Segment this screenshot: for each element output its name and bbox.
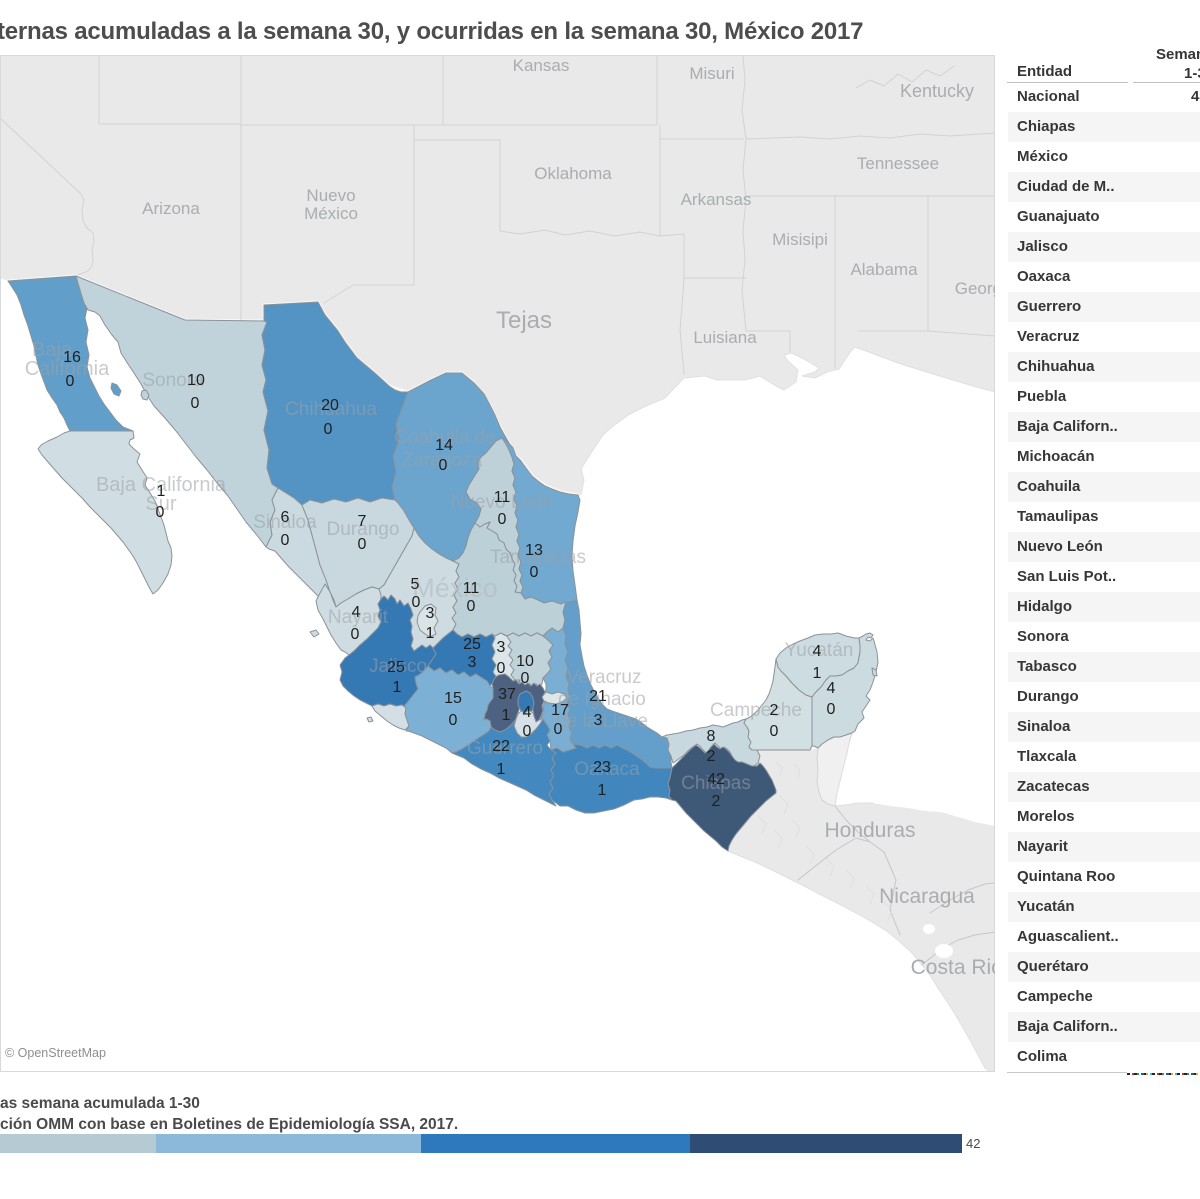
svg-text:Baja California: Baja California <box>96 474 227 496</box>
svg-text:1: 1 <box>157 483 166 500</box>
svg-text:Chihuahua: Chihuahua <box>285 399 377 420</box>
svg-text:© OpenStreetMap: © OpenStreetMap <box>5 1046 106 1060</box>
svg-text:3: 3 <box>468 654 477 671</box>
svg-text:Misuri: Misuri <box>689 64 734 83</box>
svg-text:0: 0 <box>467 598 476 615</box>
svg-text:25: 25 <box>387 659 405 676</box>
svg-text:0: 0 <box>439 457 448 474</box>
svg-text:37: 37 <box>498 686 516 703</box>
svg-text:6: 6 <box>281 509 290 526</box>
svg-text:23: 23 <box>593 759 611 776</box>
svg-text:3: 3 <box>594 712 603 729</box>
svg-text:Yucatán: Yucatán <box>785 640 854 661</box>
svg-text:Sur: Sur <box>145 493 176 515</box>
svg-text:0: 0 <box>324 421 333 438</box>
svg-text:México: México <box>304 204 358 223</box>
svg-text:17: 17 <box>551 702 569 719</box>
svg-text:Guerrero: Guerrero <box>467 738 543 759</box>
svg-text:0: 0 <box>523 723 532 740</box>
svg-text:de la Llave: de la Llave <box>556 711 648 732</box>
svg-text:4: 4 <box>523 704 532 721</box>
svg-text:16: 16 <box>63 349 81 366</box>
svg-text:Sonora: Sonora <box>142 370 204 391</box>
svg-text:5: 5 <box>411 576 420 593</box>
svg-text:14: 14 <box>435 437 453 454</box>
svg-text:Arizona: Arizona <box>142 199 200 218</box>
svg-text:0: 0 <box>770 723 779 740</box>
svg-text:1: 1 <box>393 679 402 696</box>
svg-text:Jalisco: Jalisco <box>369 656 427 677</box>
svg-text:Oaxaca: Oaxaca <box>574 759 640 780</box>
svg-text:Tennessee: Tennessee <box>857 154 939 173</box>
svg-text:0: 0 <box>191 395 200 412</box>
svg-text:Baja: Baja <box>32 339 73 361</box>
svg-text:2: 2 <box>712 793 721 810</box>
svg-text:1: 1 <box>813 665 822 682</box>
svg-text:Campeche: Campeche <box>710 700 802 721</box>
svg-text:Nuevo León: Nuevo León <box>451 492 553 513</box>
svg-text:10: 10 <box>187 372 205 389</box>
svg-text:25: 25 <box>463 636 481 653</box>
svg-text:1: 1 <box>497 761 506 778</box>
svg-text:Veracruz: Veracruz <box>567 667 642 688</box>
svg-text:Nicaragua: Nicaragua <box>879 885 975 908</box>
svg-text:0: 0 <box>497 660 506 677</box>
svg-text:4: 4 <box>813 643 822 660</box>
svg-text:Tejas: Tejas <box>496 307 552 334</box>
svg-text:2: 2 <box>770 702 779 719</box>
svg-text:0: 0 <box>412 594 421 611</box>
svg-text:Luisiana: Luisiana <box>693 328 757 347</box>
svg-text:1: 1 <box>598 782 607 799</box>
svg-text:0: 0 <box>358 536 367 553</box>
svg-text:0: 0 <box>156 504 165 521</box>
svg-text:0: 0 <box>351 626 360 643</box>
svg-text:11: 11 <box>463 580 480 597</box>
svg-text:Arkansas: Arkansas <box>681 190 752 209</box>
svg-text:13: 13 <box>525 542 543 559</box>
svg-text:11: 11 <box>494 489 511 506</box>
svg-text:Chiapas: Chiapas <box>681 773 751 794</box>
svg-text:California: California <box>25 358 110 380</box>
svg-text:42: 42 <box>707 771 725 788</box>
svg-text:8: 8 <box>707 728 716 745</box>
svg-text:Costa Rica: Costa Rica <box>911 956 995 979</box>
svg-text:de Ignacio: de Ignacio <box>558 689 646 710</box>
svg-text:Nuevo: Nuevo <box>306 186 355 205</box>
svg-text:Durango: Durango <box>327 519 400 540</box>
svg-text:4: 4 <box>827 680 836 697</box>
svg-text:10: 10 <box>516 653 534 670</box>
svg-text:Georgia: Georgia <box>955 279 995 298</box>
svg-text:Misisipi: Misisipi <box>772 230 828 249</box>
svg-text:3: 3 <box>426 605 435 622</box>
svg-text:0: 0 <box>449 712 458 729</box>
svg-text:0: 0 <box>530 564 539 581</box>
svg-text:Coahuila de: Coahuila de <box>394 427 495 448</box>
svg-text:Kentucky: Kentucky <box>900 81 974 101</box>
svg-text:0: 0 <box>554 721 563 738</box>
svg-text:0: 0 <box>66 373 75 390</box>
svg-text:Kansas: Kansas <box>513 56 570 75</box>
svg-text:0: 0 <box>281 532 290 549</box>
svg-text:0: 0 <box>521 670 530 687</box>
svg-text:0: 0 <box>827 701 836 718</box>
svg-text:Nayarit: Nayarit <box>328 607 389 628</box>
svg-text:7: 7 <box>358 513 367 530</box>
svg-text:21: 21 <box>589 688 607 705</box>
svg-text:22: 22 <box>492 738 510 755</box>
svg-text:Alabama: Alabama <box>850 260 918 279</box>
svg-text:1: 1 <box>426 625 435 642</box>
svg-text:3: 3 <box>497 639 506 656</box>
svg-text:2: 2 <box>707 748 716 765</box>
svg-text:4: 4 <box>352 604 361 621</box>
svg-text:Oklahoma: Oklahoma <box>534 164 612 183</box>
svg-text:0: 0 <box>498 511 507 528</box>
svg-text:15: 15 <box>444 690 462 707</box>
svg-text:20: 20 <box>321 397 339 414</box>
svg-text:Honduras: Honduras <box>824 819 915 842</box>
svg-text:México: México <box>412 573 498 603</box>
svg-text:1: 1 <box>502 707 511 724</box>
svg-text:Zaragoza: Zaragoza <box>402 450 483 471</box>
svg-text:Tamaulipas: Tamaulipas <box>490 547 586 568</box>
svg-text:Sinaloa: Sinaloa <box>253 512 317 533</box>
